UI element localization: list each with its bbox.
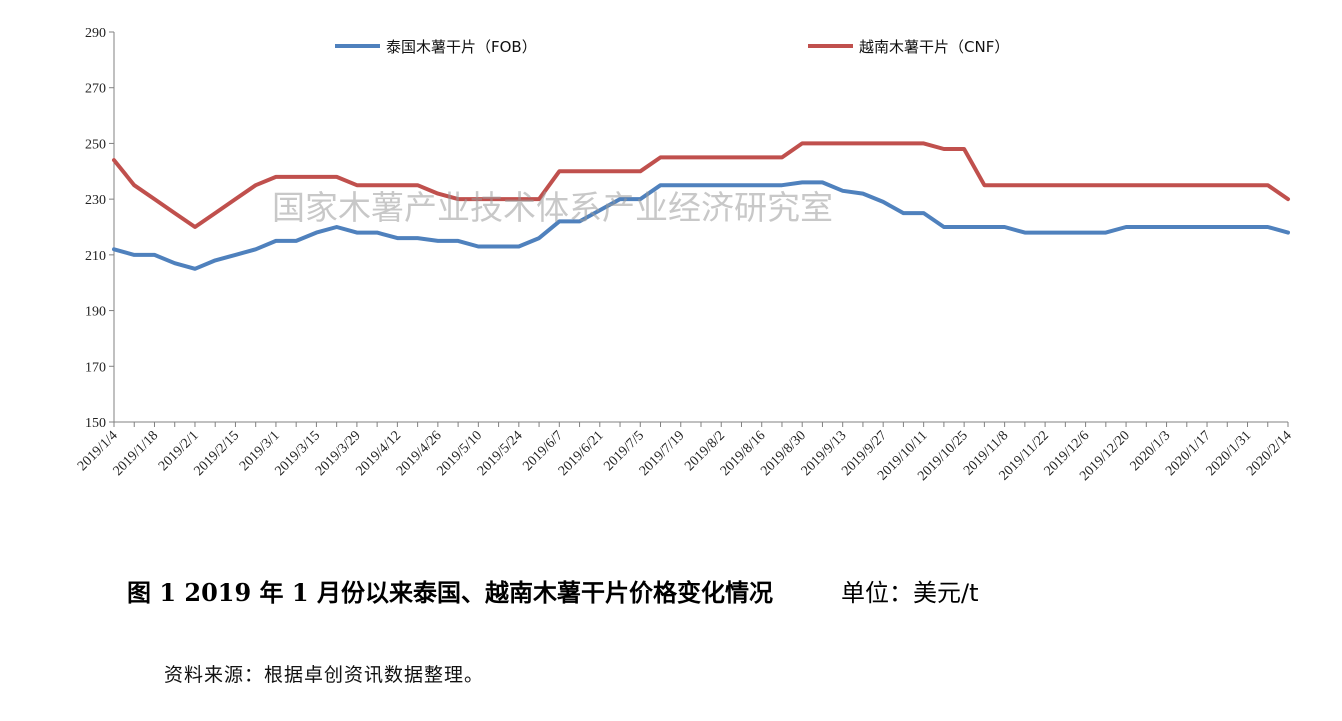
y-tick-label: 170 [85,360,106,375]
y-tick-label: 210 [85,249,106,264]
y-tick-label: 150 [85,416,106,431]
figure-caption: 图 1 2019 年 1 月份以来泰国、越南木薯干片价格变化情况 单位：美元/t [127,573,1327,608]
x-tick-label: 2019/6/21 [556,428,607,479]
legend-label-thailand: 泰国木薯干片（FOB） [386,38,537,56]
watermark-text: 国家木薯产业技术体系产业经济研究室 [272,188,833,227]
series-line-thailand [112,180,1290,271]
y-tick-label: 230 [85,193,106,208]
x-tick-label: 2019/1/18 [111,428,162,479]
legend-label-vietnam: 越南木薯干片（CNF） [859,38,1009,56]
series-line-vietnam [112,141,1290,229]
x-tick-label: 2019/7/19 [637,428,688,479]
y-axis-ticks: 150 170 190 210 230 250 270 290 [85,26,114,431]
legend: 泰国木薯干片（FOB） 越南木薯干片（CNF） [335,38,1009,56]
x-tick-label: 2019/5/24 [475,428,526,479]
legend-item-thailand: 泰国木薯干片（FOB） [335,38,537,56]
y-tick-label: 250 [85,137,106,152]
legend-item-vietnam: 越南木薯干片（CNF） [808,38,1009,56]
y-tick-label: 290 [85,26,106,41]
source-note: 资料来源：根据卓创资讯数据整理。 [164,664,485,686]
x-tick-label: 2019/2/15 [192,428,243,479]
series-layer [112,141,1290,271]
y-tick-label: 270 [85,82,106,97]
x-tick-label: 2020/2/14 [1244,428,1295,479]
caption-title: 图 1 2019 年 1 月份以来泰国、越南木薯干片价格变化情况 [127,578,773,607]
x-axis-ticks: 2019/1/42019/1/182019/2/12019/2/152019/3… [75,422,1295,484]
y-tick-label: 190 [85,305,106,320]
caption-unit: 单位：美元/t [840,579,979,607]
line-chart: 150 170 190 210 230 250 270 290 2019/1/42019/1/… [75,26,1295,484]
